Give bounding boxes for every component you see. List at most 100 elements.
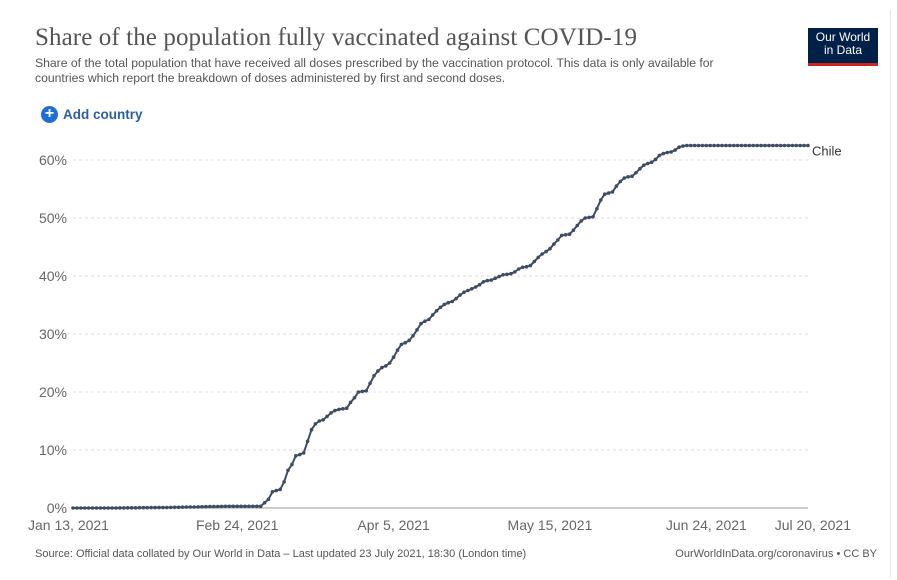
data-point[interactable]	[208, 504, 212, 509]
data-point[interactable]	[305, 439, 310, 444]
data-point[interactable]	[645, 161, 650, 166]
data-point[interactable]	[399, 342, 404, 347]
data-point[interactable]	[157, 505, 161, 510]
data-point[interactable]	[368, 381, 372, 386]
data-point[interactable]	[759, 143, 763, 148]
data-point[interactable]	[298, 452, 302, 457]
data-point[interactable]	[239, 504, 243, 509]
data-point[interactable]	[333, 408, 337, 413]
data-point[interactable]	[325, 414, 329, 419]
data-point[interactable]	[720, 143, 724, 148]
data-point[interactable]	[575, 223, 580, 228]
data-point[interactable]	[763, 143, 767, 148]
data-point[interactable]	[258, 504, 263, 509]
data-point[interactable]	[516, 267, 521, 271]
data-point[interactable]	[434, 309, 439, 313]
data-point[interactable]	[450, 299, 455, 304]
data-point[interactable]	[513, 270, 517, 274]
data-point[interactable]	[313, 422, 318, 426]
data-point[interactable]	[235, 504, 239, 509]
data-point[interactable]	[254, 504, 259, 509]
data-point[interactable]	[681, 144, 685, 148]
data-point[interactable]	[286, 468, 290, 473]
data-point[interactable]	[806, 143, 810, 148]
data-point[interactable]	[473, 285, 478, 289]
data-point[interactable]	[497, 274, 501, 279]
data-point[interactable]	[735, 143, 740, 148]
data-point[interactable]	[141, 505, 146, 510]
data-point[interactable]	[634, 171, 638, 175]
data-point[interactable]	[274, 488, 279, 493]
data-point[interactable]	[771, 143, 775, 148]
data-point[interactable]	[407, 338, 412, 343]
data-point[interactable]	[458, 293, 462, 297]
data-point[interactable]	[489, 278, 494, 282]
data-point[interactable]	[802, 143, 806, 148]
data-point[interactable]	[626, 175, 630, 179]
data-point[interactable]	[743, 143, 748, 148]
data-point[interactable]	[477, 282, 482, 287]
data-point[interactable]	[419, 321, 423, 326]
data-point[interactable]	[552, 242, 556, 246]
data-point[interactable]	[184, 505, 189, 509]
data-point[interactable]	[341, 407, 345, 411]
data-point[interactable]	[161, 505, 165, 510]
data-point[interactable]	[329, 411, 333, 415]
data-point[interactable]	[118, 506, 122, 510]
data-point[interactable]	[188, 505, 193, 509]
data-point[interactable]	[462, 290, 466, 295]
data-point[interactable]	[798, 143, 802, 148]
data-point[interactable]	[501, 273, 505, 277]
data-point[interactable]	[466, 288, 470, 293]
data-point[interactable]	[778, 143, 783, 148]
data-point[interactable]	[563, 233, 568, 237]
data-point[interactable]	[591, 215, 595, 219]
data-point[interactable]	[587, 215, 591, 220]
data-point[interactable]	[755, 143, 759, 148]
data-point[interactable]	[168, 505, 173, 510]
data-point[interactable]	[548, 246, 552, 251]
data-point[interactable]	[110, 506, 114, 510]
data-point[interactable]	[309, 427, 314, 432]
data-point[interactable]	[122, 506, 126, 510]
data-point[interactable]	[114, 506, 118, 510]
data-point[interactable]	[739, 143, 744, 148]
license-link[interactable]: OurWorldInData.org/coronavirus • CC BY	[675, 548, 877, 560]
data-point[interactable]	[153, 505, 157, 510]
data-point[interactable]	[243, 504, 247, 509]
data-point[interactable]	[364, 389, 369, 393]
data-point[interactable]	[708, 143, 713, 148]
data-point[interactable]	[579, 219, 583, 223]
data-point[interactable]	[75, 506, 79, 510]
data-point[interactable]	[493, 276, 498, 281]
data-point[interactable]	[505, 272, 509, 277]
data-point[interactable]	[661, 151, 666, 156]
data-point[interactable]	[438, 305, 443, 310]
data-point[interactable]	[442, 302, 447, 307]
data-point[interactable]	[657, 153, 662, 158]
data-point[interactable]	[728, 143, 732, 148]
data-point[interactable]	[724, 143, 728, 148]
data-point[interactable]	[360, 389, 365, 394]
data-point[interactable]	[352, 396, 357, 400]
data-point[interactable]	[211, 504, 216, 509]
data-point[interactable]	[278, 487, 283, 492]
data-point[interactable]	[395, 348, 400, 353]
data-point[interactable]	[509, 271, 513, 276]
data-point[interactable]	[294, 454, 298, 458]
data-point[interactable]	[247, 504, 251, 509]
data-point[interactable]	[172, 505, 177, 510]
data-point[interactable]	[270, 490, 275, 494]
data-point[interactable]	[688, 143, 693, 148]
data-point[interactable]	[696, 143, 701, 148]
data-point[interactable]	[790, 143, 795, 148]
data-point[interactable]	[251, 504, 255, 509]
data-point[interactable]	[712, 143, 716, 148]
data-point[interactable]	[618, 179, 623, 184]
data-point[interactable]	[595, 206, 599, 211]
data-point[interactable]	[337, 407, 341, 412]
data-point[interactable]	[180, 505, 185, 510]
data-point[interactable]	[391, 355, 396, 360]
data-point[interactable]	[427, 317, 431, 322]
